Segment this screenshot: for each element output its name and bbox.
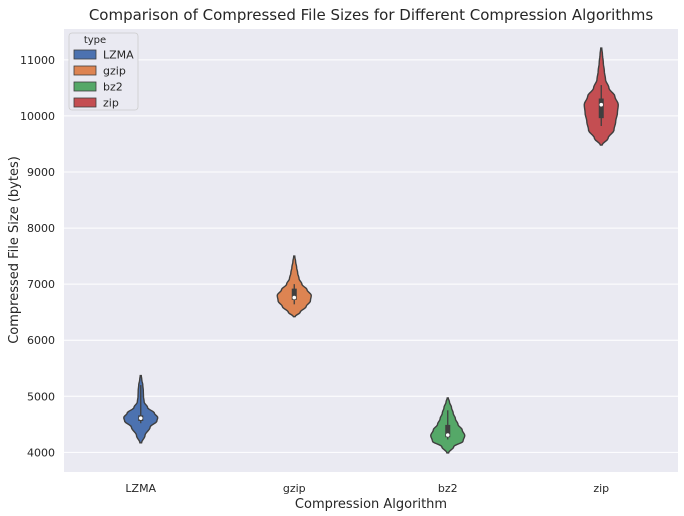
violin-median-dot [599, 102, 604, 107]
legend-label: bz2 [103, 81, 123, 94]
violin-median-dot [445, 433, 450, 437]
x-axis-label: Compression Algorithm [295, 497, 447, 512]
y-tick-label: 5000 [27, 390, 55, 403]
y-tick-label: 11000 [20, 54, 55, 67]
plot-background [64, 29, 678, 472]
violin-iqr-box [291, 288, 297, 300]
x-tick-label: bz2 [438, 482, 458, 495]
y-tick-label: 4000 [27, 446, 55, 459]
grid-lines [64, 59, 678, 453]
legend-swatch-lzma [73, 49, 97, 60]
x-tick-label: LZMA [125, 482, 156, 495]
y-tick-label: 6000 [27, 334, 55, 347]
x-tick-labels: LZMA gzip bz2 zip [125, 482, 609, 495]
y-axis-label: Compressed File Size (bytes) [7, 156, 22, 344]
y-tick-label: 8000 [27, 222, 55, 235]
violin-median-dot [292, 295, 297, 300]
violin-iqr-box [598, 98, 604, 119]
legend-swatch-bz2 [73, 81, 97, 92]
violin-median-dot [138, 416, 143, 420]
legend-label: zip [103, 97, 119, 110]
legend-label: gzip [103, 65, 126, 78]
x-tick-label: gzip [283, 482, 306, 495]
legend: type LZMA gzip bz2 zip [68, 32, 139, 111]
legend-label: LZMA [103, 49, 134, 62]
y-tick-label: 7000 [27, 278, 55, 291]
y-tick-label: 9000 [27, 166, 55, 179]
x-tick-label: zip [593, 482, 609, 495]
legend-swatch-gzip [73, 65, 97, 76]
chart-title: Comparison of Compressed File Sizes for … [89, 6, 654, 24]
y-tick-label: 10000 [20, 110, 55, 123]
violins [123, 47, 619, 454]
y-tick-labels: 4000 5000 6000 7000 8000 9000 10000 11000 [20, 54, 55, 460]
legend-swatch-zip [73, 97, 97, 108]
legend-title: type [84, 35, 106, 46]
violin-iqr-box [445, 424, 451, 438]
